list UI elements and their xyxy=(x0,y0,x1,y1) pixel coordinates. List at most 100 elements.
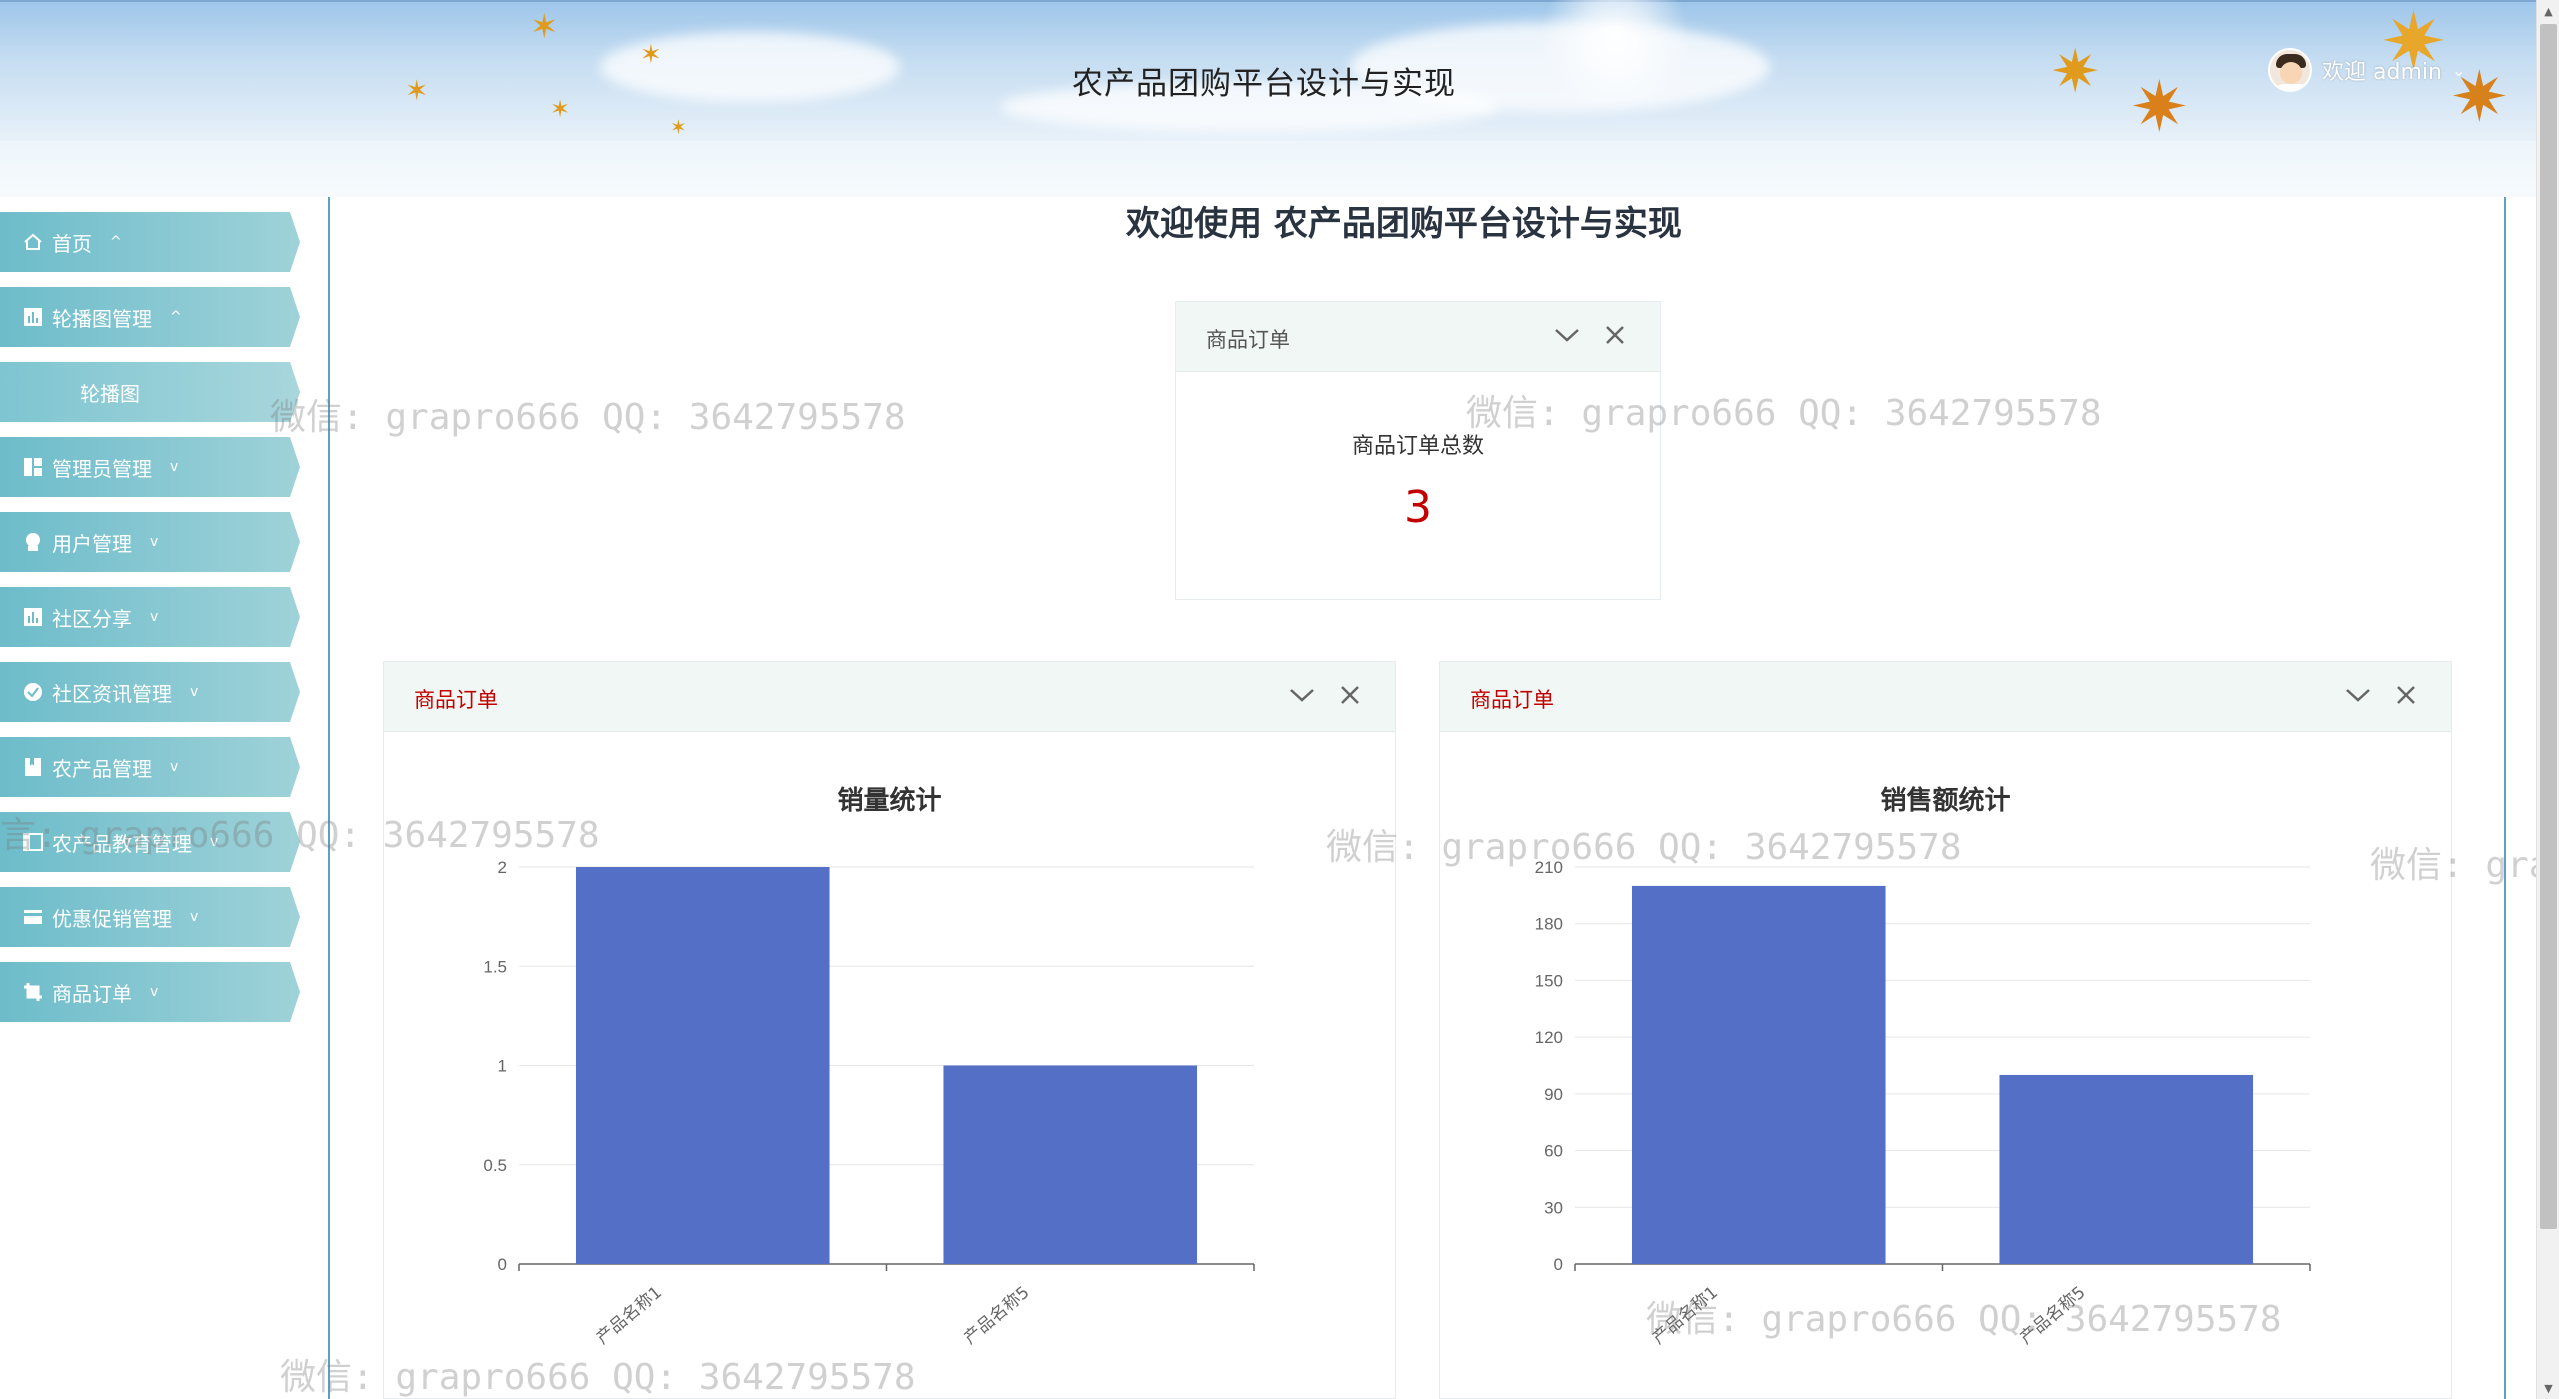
sidebar-item-community-share[interactable]: 社区分享 v xyxy=(0,587,300,647)
card-header: 商品订单 xyxy=(1440,662,2451,732)
sales-volume-chart: 0 0.5 1 1.5 2 产品名称1 产品名称5 xyxy=(483,858,1255,1349)
chevron-down-icon: v xyxy=(190,909,199,925)
x-tick-label: 产品名称5 xyxy=(2016,1283,2089,1349)
sidebar-item-label: 农产品管理 xyxy=(52,756,152,781)
sales-amount-chart: 0 30 60 90 120 150 180 210 产品名称1 产品名称5 xyxy=(1535,858,2311,1349)
vertical-scrollbar[interactable]: ▲ ▼ xyxy=(2536,0,2559,1399)
card-icon xyxy=(22,906,44,928)
chevron-down-icon: v xyxy=(150,534,159,550)
sidebar-item-admin-management[interactable]: 管理员管理 v xyxy=(0,437,300,497)
card-header: 商品订单 xyxy=(1176,302,1660,372)
close-icon[interactable] xyxy=(1335,678,1365,712)
sales-amount-card: 商品订单 销售额统计 0 30 60 90 120 150 180 210 产品名称1 产品名称5 xyxy=(1439,661,2452,1399)
header-banner: ✶ ✶ ✶ ✶ ✶ ✷ ✷ ✷ ✷ 农产品团购平台设计与实现 欢迎 admin … xyxy=(0,0,2536,148)
chevron-down-icon: v xyxy=(150,609,159,625)
cloud-decoration xyxy=(1000,82,1500,132)
sidebar-item-label: 优惠促销管理 xyxy=(52,906,172,931)
y-tick-label: 0.5 xyxy=(483,1156,507,1175)
sidebar-item-orders[interactable]: 商品订单 v xyxy=(0,962,300,1022)
close-icon[interactable] xyxy=(1600,318,1630,352)
crop-icon xyxy=(22,981,44,1003)
maple-leaf-icon: ✶ xyxy=(405,74,429,107)
page-title: 欢迎使用 农产品团购平台设计与实现 xyxy=(1126,204,1682,244)
home-icon xyxy=(22,231,44,253)
maple-leaf-icon: ✷ xyxy=(2450,56,2509,138)
y-tick-label: 0 xyxy=(1554,1255,1563,1274)
chart-title: 销售额统计 xyxy=(1880,786,2011,816)
y-tick-label: 1 xyxy=(498,1057,507,1076)
bar xyxy=(1631,885,1886,1264)
stat-label: 商品订单总数 xyxy=(1351,434,1484,459)
card-title: 商品订单 xyxy=(414,688,498,712)
maple-leaf-icon: ✶ xyxy=(640,40,662,70)
check-circle-icon xyxy=(22,681,44,703)
y-tick-label: 180 xyxy=(1535,915,1563,934)
window-icon xyxy=(22,831,44,853)
user-menu[interactable]: 欢迎 admin ⌄ xyxy=(2268,48,2465,92)
user-icon xyxy=(22,531,44,553)
chevron-down-icon[interactable]: ⌄ xyxy=(2451,60,2466,80)
collapse-chevron-icon[interactable] xyxy=(1287,678,1317,712)
sidebar-item-label: 社区资讯管理 xyxy=(52,681,172,706)
y-tick-label: 2 xyxy=(498,858,507,877)
x-tick-label: 产品名称1 xyxy=(1649,1283,1722,1349)
card-title: 商品订单 xyxy=(1206,328,1290,352)
sidebar: 首页 ^ 轮播图管理 ^ 轮播图 管理员管理 v 用户管理 v xyxy=(0,197,330,1399)
chevron-down-icon: v xyxy=(150,984,159,1000)
sidebar-item-home[interactable]: 首页 ^ xyxy=(0,212,300,272)
sidebar-item-promotion-management[interactable]: 优惠促销管理 v xyxy=(0,887,300,947)
stat-value: 3 xyxy=(1404,482,1432,533)
chevron-down-icon: v xyxy=(190,684,199,700)
stat-card: 商品订单 商品订单总数 3 xyxy=(1175,301,1661,600)
sidebar-item-label: 管理员管理 xyxy=(52,456,152,481)
content-border xyxy=(2504,197,2506,1399)
card-title: 商品订单 xyxy=(1470,688,1554,712)
sidebar-item-label: 轮播图管理 xyxy=(52,306,152,331)
cloud-decoration xyxy=(600,32,900,102)
sidebar-item-product-management[interactable]: 农产品管理 v xyxy=(0,737,300,797)
y-tick-label: 210 xyxy=(1535,858,1563,877)
x-tick-label: 产品名称5 xyxy=(960,1283,1033,1349)
sidebar-item-community-news[interactable]: 社区资讯管理 v xyxy=(0,662,300,722)
maple-leaf-icon: ✷ xyxy=(2380,0,2448,88)
collapse-chevron-icon[interactable] xyxy=(2343,678,2373,712)
sidebar-item-label: 商品订单 xyxy=(52,981,132,1006)
sidebar-item-label: 社区分享 xyxy=(52,606,132,631)
chart-icon xyxy=(22,606,44,628)
chart-title: 销量统计 xyxy=(837,786,942,816)
close-icon[interactable] xyxy=(2391,678,2421,712)
chevron-down-icon: v xyxy=(170,459,179,475)
y-tick-label: 30 xyxy=(1544,1198,1563,1217)
chart-icon xyxy=(22,306,44,328)
sidebar-item-carousel-management[interactable]: 轮播图管理 ^ xyxy=(0,287,300,347)
sidebar-item-user-management[interactable]: 用户管理 v xyxy=(0,512,300,572)
maple-leaf-icon: ✷ xyxy=(2130,66,2189,148)
sales-volume-card: 商品订单 销量统计 0 0.5 1 1.5 2 产品名称1 产品名称5 xyxy=(383,661,1396,1399)
scroll-up-icon[interactable]: ▲ xyxy=(2544,4,2553,18)
x-tick-label: 产品名称1 xyxy=(593,1283,666,1349)
sidebar-item-education-management[interactable]: 农产品教育管理 v xyxy=(0,812,300,872)
scroll-down-icon[interactable]: ▼ xyxy=(2544,1381,2553,1395)
scrollbar-thumb[interactable] xyxy=(2540,24,2557,1229)
sidebar-item-label: 农产品教育管理 xyxy=(52,831,192,856)
collapse-chevron-icon[interactable] xyxy=(1552,318,1582,352)
welcome-text: 欢迎 admin xyxy=(2322,60,2442,85)
chevron-down-icon: v xyxy=(170,759,179,775)
y-tick-label: 150 xyxy=(1535,971,1563,990)
bar xyxy=(575,867,830,1264)
bookmark-icon xyxy=(22,756,44,778)
bar xyxy=(943,1065,1198,1264)
maple-leaf-icon: ✶ xyxy=(670,115,687,139)
y-tick-label: 60 xyxy=(1544,1142,1563,1161)
maple-leaf-icon: ✶ xyxy=(530,7,559,47)
sidebar-item-label: 首页 xyxy=(52,231,92,256)
chevron-up-icon: ^ xyxy=(110,234,122,250)
avatar xyxy=(2268,48,2312,92)
y-tick-label: 120 xyxy=(1535,1028,1563,1047)
maple-leaf-icon: ✶ xyxy=(550,95,571,123)
header-strip xyxy=(0,141,2536,197)
y-tick-label: 1.5 xyxy=(483,957,507,976)
chevron-down-icon: v xyxy=(210,834,219,850)
sidebar-subitem-carousel[interactable]: 轮播图 xyxy=(0,362,300,422)
